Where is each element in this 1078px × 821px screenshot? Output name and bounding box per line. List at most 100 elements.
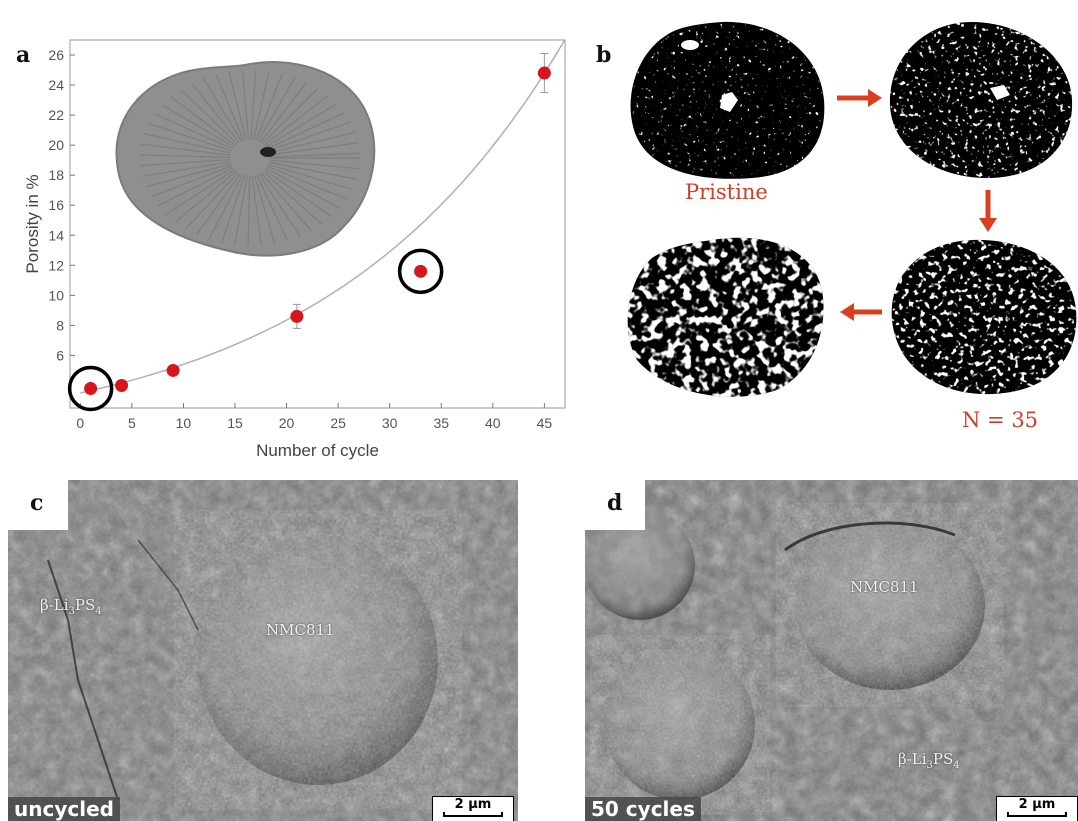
y-tick-label: 26 [48,47,64,63]
inset-streak [268,131,356,154]
inset-streak [191,82,240,144]
inset-streak [258,173,301,237]
inset-streak [269,159,360,170]
inset-streak [148,123,232,152]
y-tick-label: 22 [48,107,64,123]
arrow-down [979,190,997,232]
inset-streak [161,104,235,148]
inset-streak [261,88,319,145]
x-tick-label: 20 [279,415,295,431]
inset-streak [241,70,250,141]
cycle-count-label: N = 35 [962,408,1039,432]
inset-streak [196,173,241,236]
porosity-chart: 0 5 10 15 20 25 30 35 40 45 6 8 10 12 14 16 18 20 22 24 26 N… [23,39,566,460]
condition-label-c: uncycled [8,797,120,821]
inset-streak [263,95,329,146]
x-tick-label: 45 [537,415,553,431]
inset-streak [259,82,308,143]
scale-bar-d: 2 µm [996,796,1078,821]
inset-streak [265,103,337,148]
inset-streak [170,96,236,146]
particle-cycled-1 [889,22,1073,178]
inset-streak [145,163,232,188]
sem-texture-c [8,480,518,821]
panel-a: a 0 5 10 15 20 25 30 35 40 45 6 8 10 12 14 16 18 20 22 24 26… [0,0,590,470]
inset-streak [252,71,270,141]
x-tick-label: 30 [382,415,398,431]
inset-streak [180,89,238,145]
inset-streak [228,71,247,141]
data-point [290,309,304,323]
y-tick-label: 10 [48,287,64,303]
highlight-circle [397,248,444,295]
inset-streak [247,175,251,247]
inset-streak [208,174,244,240]
inset-streak [262,171,323,225]
inset-streak [255,73,283,142]
panel-letter-a: a [16,42,31,68]
inset-streak [260,172,312,232]
y-tick-label: 12 [48,257,64,273]
particle-label-d: NMC811 [850,578,919,596]
inset-streak [269,142,359,156]
scale-bar-c: 2 µm [432,796,514,821]
sem-image-uncycled: c β-Li3PS4 NMC811 uncycled 2 µm [8,480,518,821]
fit-curve [80,39,566,394]
x-axis-label: Number of cycle [256,441,379,460]
inset-streak [220,175,246,244]
y-tick-label: 8 [56,317,64,333]
x-tick-label: 40 [485,415,501,431]
pristine-label: Pristine [685,180,768,204]
inset-streak [184,172,239,230]
inset-streak [140,154,231,158]
inset-streak [268,163,353,191]
inset-streak [154,113,233,150]
x-tick-label: 10 [176,415,192,431]
inset-streak [174,170,237,223]
inset-streak [234,175,248,246]
condition-label-d: 50 cycles [585,797,701,821]
inset-streak [142,161,231,177]
particle-label-c: NMC811 [266,621,335,639]
data-point [414,264,428,278]
inset-streak [266,112,345,150]
plot-frame [69,39,566,409]
phase-label-c: β-Li3PS4 [40,596,102,617]
inset-streak [251,175,263,246]
inset-streak [269,161,357,180]
data-point [166,363,180,377]
inset-particle-image [115,61,376,257]
particle-cycle-35 [891,239,1077,395]
data-point [115,378,129,392]
data-point [537,66,551,80]
inset-streak [215,74,245,142]
panel-letter-d: d [607,490,623,516]
arrow-right [837,89,882,107]
arrow-left [840,303,882,321]
sem-texture-d [585,480,1078,821]
inset-streak [250,70,257,141]
inset-streak [141,143,231,156]
inset-streak [256,174,289,241]
inset-streak [157,167,234,207]
inset-streak [268,121,351,152]
y-tick-label: 24 [48,77,64,93]
sem-image-50-cycles: d NMC811 β-Li3PS4 50 cycles 2 µm [585,480,1078,821]
inset-streak [267,165,348,200]
x-tick-label: 15 [227,415,243,431]
data-point [84,381,98,395]
inset-streak [253,175,276,244]
inset-streak [269,152,360,158]
y-tick-label: 18 [48,167,64,183]
inset-streak [202,77,243,142]
y-axis-label: Porosity in % [23,174,42,273]
y-tick-label: 14 [48,227,64,243]
panel-letter-b: b [596,42,612,68]
inset-streak [266,167,341,210]
inset-streak [144,133,231,154]
particle-late-cycle [627,237,824,397]
panel-b: b [592,0,1078,470]
y-tick-label: 20 [48,137,64,153]
panel-letter-c: c [30,490,44,516]
phase-label-d: β-Li3PS4 [898,750,960,771]
